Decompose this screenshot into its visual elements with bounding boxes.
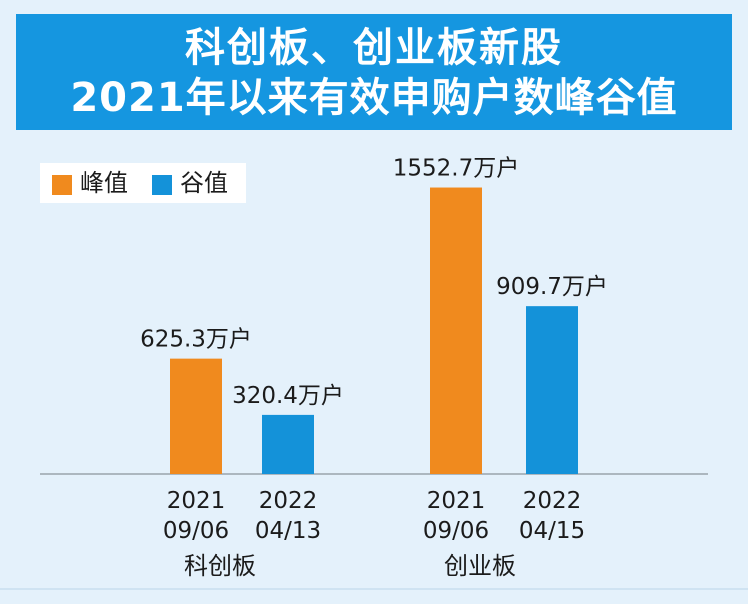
x-group-label-1: 科创板	[184, 552, 256, 580]
data-label-2-peak: 1552.7万户	[393, 156, 519, 182]
chart-legend: 峰值 谷值	[40, 163, 246, 203]
legend-swatch-peak	[52, 175, 72, 195]
chart-title-line2: 2021年以来有效申购户数峰谷值	[70, 75, 678, 121]
x-tick-year-1-peak: 2021	[167, 488, 226, 514]
legend-label-trough: 谷值	[180, 169, 228, 197]
chart-title-banner: 科创板、创业板新股 2021年以来有效申购户数峰谷值	[16, 14, 732, 130]
x-group-label-2: 创业板	[444, 552, 516, 580]
x-tick-year-2-trough: 2022	[523, 488, 582, 514]
bar-2-peak	[430, 187, 482, 474]
legend-label-peak: 峰值	[80, 169, 128, 197]
bar-1-trough	[262, 414, 314, 474]
x-tick-date-2-peak: 09/06	[423, 518, 489, 544]
data-label-2-trough: 909.7万户	[496, 274, 608, 300]
bar-2-trough	[526, 306, 578, 474]
x-tick-year-2-peak: 2021	[427, 488, 486, 514]
x-tick-date-2-trough: 04/15	[519, 518, 585, 544]
legend-swatch-trough	[152, 175, 172, 195]
bar-1-peak	[170, 358, 222, 474]
bottom-divider	[0, 588, 748, 590]
x-tick-date-1-trough: 04/13	[255, 518, 321, 544]
x-tick-year-1-trough: 2022	[259, 488, 318, 514]
data-label-1-trough: 320.4万户	[232, 383, 344, 409]
chart-title-line1: 科创板、创业板新股	[185, 25, 563, 71]
x-tick-date-1-peak: 09/06	[163, 518, 229, 544]
data-label-1-peak: 625.3万户	[140, 327, 252, 353]
